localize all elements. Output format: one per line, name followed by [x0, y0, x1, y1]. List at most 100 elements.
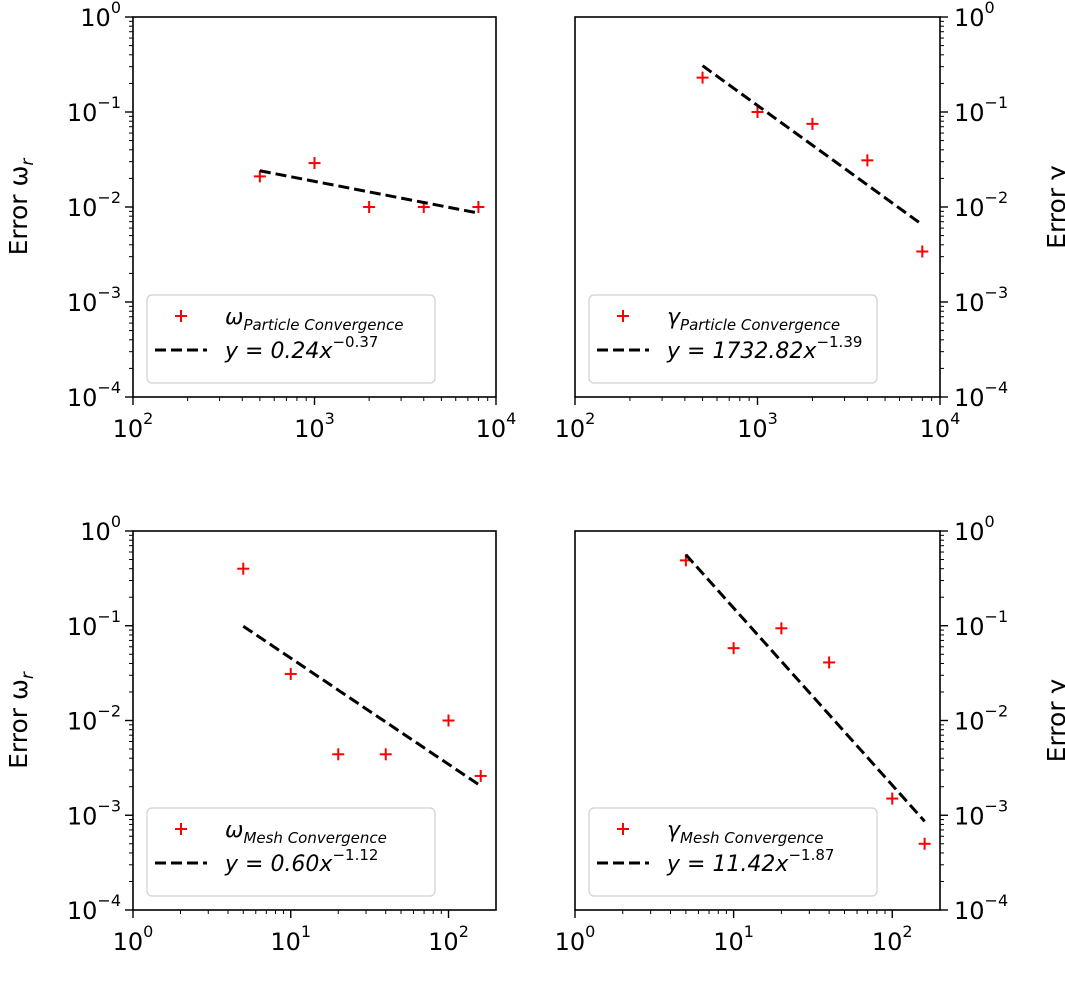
y-tick-label: 10−4 — [67, 891, 121, 925]
y-tick-base: 10 — [67, 99, 98, 127]
y-tick-label: 100 — [80, 0, 121, 32]
y-tick-label: 10−4 — [954, 378, 1008, 412]
x-tick-exponent: 4 — [506, 409, 516, 428]
legend-box — [146, 294, 436, 384]
legend-fit-label: y = 0.24x−0.37 — [224, 333, 378, 364]
data-point-marker — [474, 769, 487, 782]
y-tick-base: 10 — [67, 802, 98, 830]
y-tick-label: 10−2 — [954, 702, 1008, 736]
legend-series-subscript: Particle Convergence — [680, 316, 840, 334]
y-tick-base: 10 — [954, 4, 985, 32]
y-tick-label: 10−3 — [954, 283, 1008, 317]
y-tick-label: 10−1 — [954, 93, 1008, 127]
y-tick-base: 10 — [80, 4, 111, 32]
legend-box — [588, 807, 878, 897]
y-tick-label: 10−3 — [67, 796, 121, 830]
y-tick-base: 10 — [954, 802, 985, 830]
x-tick-label: 100 — [555, 922, 596, 956]
legend-fit-equation: y = 11.42x — [666, 852, 789, 877]
data-point-marker — [727, 642, 740, 655]
legend-fit-label: y = 1732.82x−1.39 — [666, 333, 862, 364]
y-axis-label-main: Error γ — [1042, 678, 1065, 762]
data-point-marker — [918, 837, 931, 850]
y-axis-label-main: Error ω — [4, 679, 33, 769]
x-tick-base: 10 — [555, 928, 586, 956]
y-tick-exponent: 0 — [111, 512, 121, 531]
x-tick-label: 102 — [555, 409, 596, 443]
data-point-marker — [442, 714, 455, 727]
x-tick-label: 103 — [294, 409, 335, 443]
y-tick-exponent: −4 — [985, 891, 1009, 910]
y-tick-label: 10−2 — [67, 188, 121, 222]
x-tick-base: 10 — [113, 928, 144, 956]
x-tick-base: 10 — [476, 415, 507, 443]
y-tick-exponent: −2 — [985, 702, 1009, 721]
x-tick-base: 10 — [872, 928, 903, 956]
y-tick-label: 100 — [80, 512, 121, 546]
y-tick-base: 10 — [67, 708, 98, 736]
x-tick-exponent: 0 — [143, 922, 153, 941]
y-tick-exponent: −2 — [985, 188, 1009, 207]
x-tick-exponent: 3 — [768, 409, 778, 428]
y-axis-label-sub: r — [18, 671, 38, 679]
x-tick-label: 102 — [872, 922, 913, 956]
y-tick-base: 10 — [67, 194, 98, 222]
y-tick-base: 10 — [954, 384, 985, 412]
legend-box — [146, 807, 436, 897]
y-tick-label: 10−4 — [954, 891, 1008, 925]
y-tick-exponent: −4 — [985, 378, 1009, 397]
data-point-marker — [379, 748, 392, 761]
data-point-marker — [861, 154, 874, 167]
data-point-marker — [823, 656, 836, 669]
legend-series-symbol: γ — [667, 305, 681, 330]
y-tick-exponent: 0 — [985, 0, 995, 17]
x-tick-exponent: 1 — [301, 922, 311, 941]
x-tick-exponent: 2 — [459, 922, 469, 941]
data-point-marker — [308, 157, 321, 170]
legend-fit-equation: y = 0.24x — [224, 339, 333, 364]
legend-series-symbol: ω — [225, 305, 243, 330]
y-tick-base: 10 — [954, 194, 985, 222]
y-tick-exponent: −1 — [985, 93, 1009, 112]
legend-series-label: γMesh Convergence — [667, 818, 823, 847]
x-tick-label: 104 — [476, 409, 517, 443]
legend-box — [588, 294, 878, 384]
y-tick-base: 10 — [67, 289, 98, 317]
legend-fit-exponent: −0.37 — [332, 333, 378, 351]
x-tick-exponent: 2 — [585, 409, 595, 428]
y-tick-base: 10 — [67, 384, 98, 412]
x-tick-exponent: 0 — [585, 922, 595, 941]
y-tick-exponent: −4 — [97, 378, 121, 397]
y-tick-label: 10−1 — [67, 607, 121, 641]
x-tick-label: 100 — [113, 922, 154, 956]
legend-series-label: ωMesh Convergence — [225, 818, 387, 847]
y-tick-label: 10−4 — [67, 378, 121, 412]
data-point-marker — [363, 201, 376, 213]
x-tick-label: 101 — [713, 922, 754, 956]
y-axis-label-sub: r — [18, 158, 38, 166]
y-tick-base: 10 — [954, 708, 985, 736]
y-axis-label: Error γ — [1042, 165, 1065, 249]
y-tick-label: 10−1 — [954, 607, 1008, 641]
x-tick-label: 104 — [920, 409, 961, 443]
data-point-marker — [806, 117, 819, 130]
legend-series-subscript: Mesh Convergence — [243, 829, 386, 847]
y-tick-exponent: −3 — [985, 796, 1009, 815]
legend-series-symbol: ω — [225, 818, 243, 843]
legend-series-subscript: Mesh Convergence — [680, 829, 823, 847]
x-tick-base: 10 — [555, 415, 586, 443]
y-tick-base: 10 — [67, 613, 98, 641]
legend-fit-exponent: −1.12 — [332, 846, 378, 864]
data-point-marker — [332, 748, 345, 761]
y-tick-label: 100 — [954, 0, 995, 32]
data-point-marker — [253, 170, 266, 183]
fit-line — [701, 64, 924, 226]
data-point-marker — [775, 622, 788, 635]
y-tick-label: 10−3 — [67, 283, 121, 317]
